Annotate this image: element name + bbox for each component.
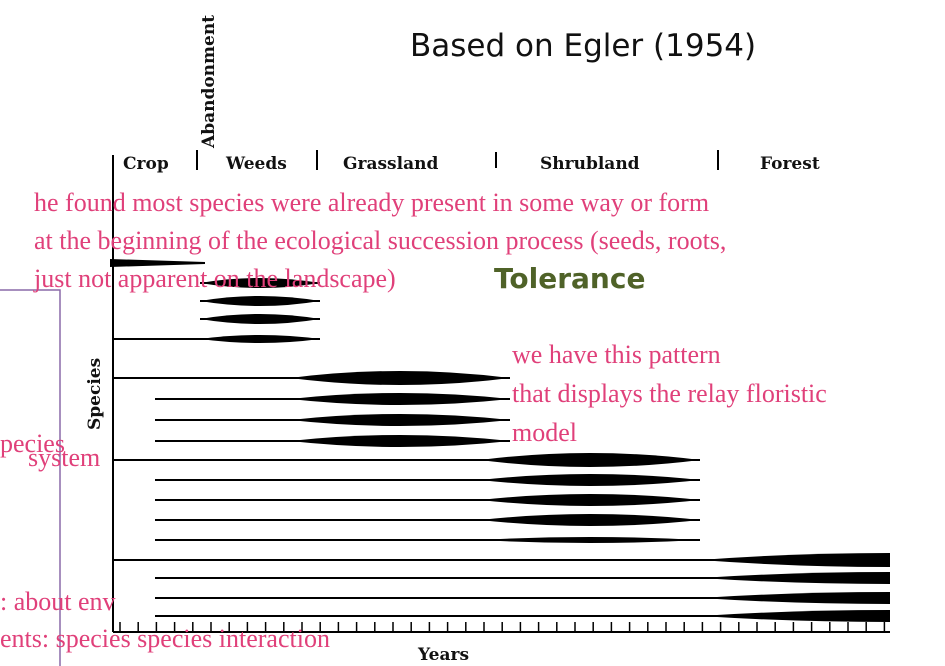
band bbox=[200, 278, 320, 288]
band bbox=[700, 572, 890, 584]
band bbox=[480, 474, 700, 486]
x-ticks bbox=[119, 622, 886, 632]
annotation: at the beginning of the ecological succe… bbox=[34, 226, 726, 255]
annotation: pecies bbox=[0, 429, 65, 458]
annotation: just not apparent on the landscape) bbox=[33, 264, 396, 293]
species-bands bbox=[110, 259, 890, 622]
annotation: that displays the relay floristic bbox=[512, 379, 827, 408]
tolerance-label: Tolerance bbox=[494, 262, 645, 295]
band bbox=[480, 514, 700, 526]
band bbox=[480, 537, 700, 543]
y-axis-label: Species bbox=[85, 358, 105, 430]
band bbox=[700, 592, 890, 604]
band bbox=[480, 494, 700, 506]
stage-label: Shrubland bbox=[540, 154, 640, 174]
band bbox=[700, 610, 890, 622]
annotation: : about env bbox=[0, 587, 116, 616]
stage-label: Weeds bbox=[225, 154, 287, 174]
annotation: system bbox=[28, 443, 100, 472]
band bbox=[290, 393, 510, 405]
band bbox=[290, 435, 510, 447]
band bbox=[110, 259, 205, 267]
annotation: ents: species species interaction bbox=[0, 624, 330, 653]
band bbox=[290, 414, 510, 426]
slide-title: Based on Egler (1954) bbox=[410, 28, 756, 64]
x-axis-label: Years bbox=[417, 645, 469, 665]
stage-label: Abandonment bbox=[199, 15, 219, 149]
bracket bbox=[0, 289, 61, 666]
annotation: model bbox=[512, 418, 577, 447]
band bbox=[290, 371, 510, 385]
band bbox=[200, 335, 320, 343]
annotation: he found most species were already prese… bbox=[34, 188, 709, 217]
band bbox=[480, 453, 700, 467]
band bbox=[200, 296, 320, 306]
band bbox=[200, 314, 320, 324]
stage-label: Grassland bbox=[343, 154, 438, 174]
stage-label: Forest bbox=[760, 154, 820, 174]
annotation: we have this pattern bbox=[512, 340, 721, 369]
band bbox=[700, 553, 890, 567]
stage-label: Crop bbox=[123, 154, 169, 174]
